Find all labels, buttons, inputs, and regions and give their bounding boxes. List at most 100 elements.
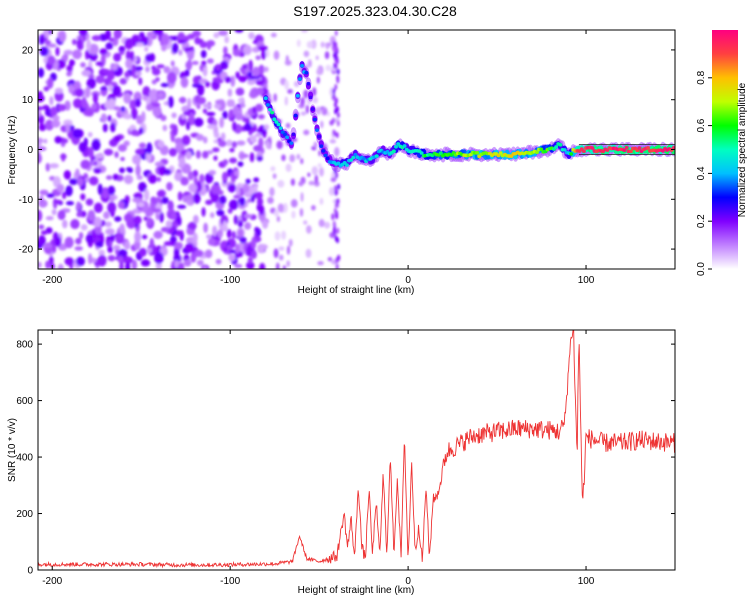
noise-blob [333,185,337,192]
ridge-mark [310,107,315,111]
noise-blob [298,181,304,187]
noise-blob [153,30,163,36]
noise-blob [222,220,228,231]
noise-blob [93,161,98,166]
noise-blob [123,213,133,223]
noise-blob [93,216,102,228]
colorbar-tick-label: 0.8 [696,70,707,84]
noise-blob [180,76,189,88]
noise-blob [337,254,341,261]
colorbar: 0.0 0.2 0.4 0.6 0.8 Normalized spectral ampl… [696,30,748,276]
noise-blob [303,50,310,58]
noise-blob [242,184,250,193]
noise-blob [320,41,325,48]
noise-blob [216,209,225,217]
noise-blob [247,256,253,264]
noise-blob [38,235,46,246]
noise-blob [228,249,238,254]
noise-blob [318,219,325,228]
noise-blob [43,138,48,144]
noise-blob [323,108,327,115]
noise-blob [107,185,116,196]
ridge-mark [394,144,399,149]
noise-blob [57,263,64,269]
noise-blob [287,88,293,94]
noise-blob [313,141,318,148]
noise-blob [113,135,121,142]
noise-blob [114,151,119,159]
noise-blob [78,232,84,240]
noise-blob [75,256,86,267]
noise-blob [244,222,252,230]
noise-blob [111,64,118,71]
noise-blob [63,119,73,127]
noise-blob [333,95,337,102]
noise-blob [62,191,67,200]
y-tick-label: 200 [16,509,33,520]
noise-blob [134,231,142,243]
noise-blob [95,75,105,84]
noise-blob [261,50,267,60]
noise-blob [246,261,255,269]
ridge-mark [308,95,313,100]
ridge-mark [297,77,302,81]
noise-blob [208,170,216,176]
noise-blob [195,133,204,141]
noise-blob [196,104,201,110]
noise-blob [43,86,50,92]
ridge-mark [402,144,407,148]
noise-blob [192,75,201,85]
noise-blob [99,48,108,55]
noise-blob [281,230,287,240]
noise-blob [100,113,107,123]
noise-blob [246,198,252,203]
noise-blob [259,262,266,269]
noise-blob [63,170,72,180]
y-tick-label: 20 [22,45,34,56]
colorbar-tick-label: 0.2 [696,214,707,228]
x-tick-label: 0 [405,275,411,286]
noise-blob [38,151,42,163]
noise-blob [51,119,61,128]
noise-blob [148,174,157,184]
noise-blob [194,249,204,258]
noise-blob [220,60,229,70]
noise-blob [141,111,146,123]
noise-blob [269,187,275,197]
noise-blob [135,148,145,155]
noise-blob [181,135,191,146]
noise-blob [205,111,216,117]
noise-blob [192,214,199,224]
y-tick-label: 400 [16,453,33,464]
noise-blob [87,209,96,222]
noise-blob [233,194,241,199]
noise-blob [85,198,94,206]
colorbar-ticks: 0.0 0.2 0.4 0.6 0.8 [696,70,712,276]
noise-blob [252,106,257,114]
noise-blob [329,186,335,196]
ridge-mark [312,117,317,122]
noise-blob [200,49,207,59]
noise-blob [254,226,259,233]
noise-blob [202,103,212,108]
x-tick-label: -200 [42,576,62,587]
noise-blob [199,41,208,49]
noise-blob [45,215,54,221]
noise-blob [232,121,237,132]
ridge-mark [581,149,586,154]
noise-blob [286,245,291,255]
noise-blob [75,237,82,245]
noise-blob [83,109,94,117]
ridge-mark [295,94,300,98]
noise-blob [334,84,338,91]
noise-blob [236,140,246,146]
noise-blob [64,257,75,266]
ridge-mark [361,156,366,161]
noise-blob [278,246,285,251]
noise-blob [136,42,145,47]
noise-blob [56,59,66,69]
noise-blob [248,32,255,40]
noise-blob [112,173,119,181]
noise-blob [273,93,278,102]
noise-blob [222,247,228,252]
